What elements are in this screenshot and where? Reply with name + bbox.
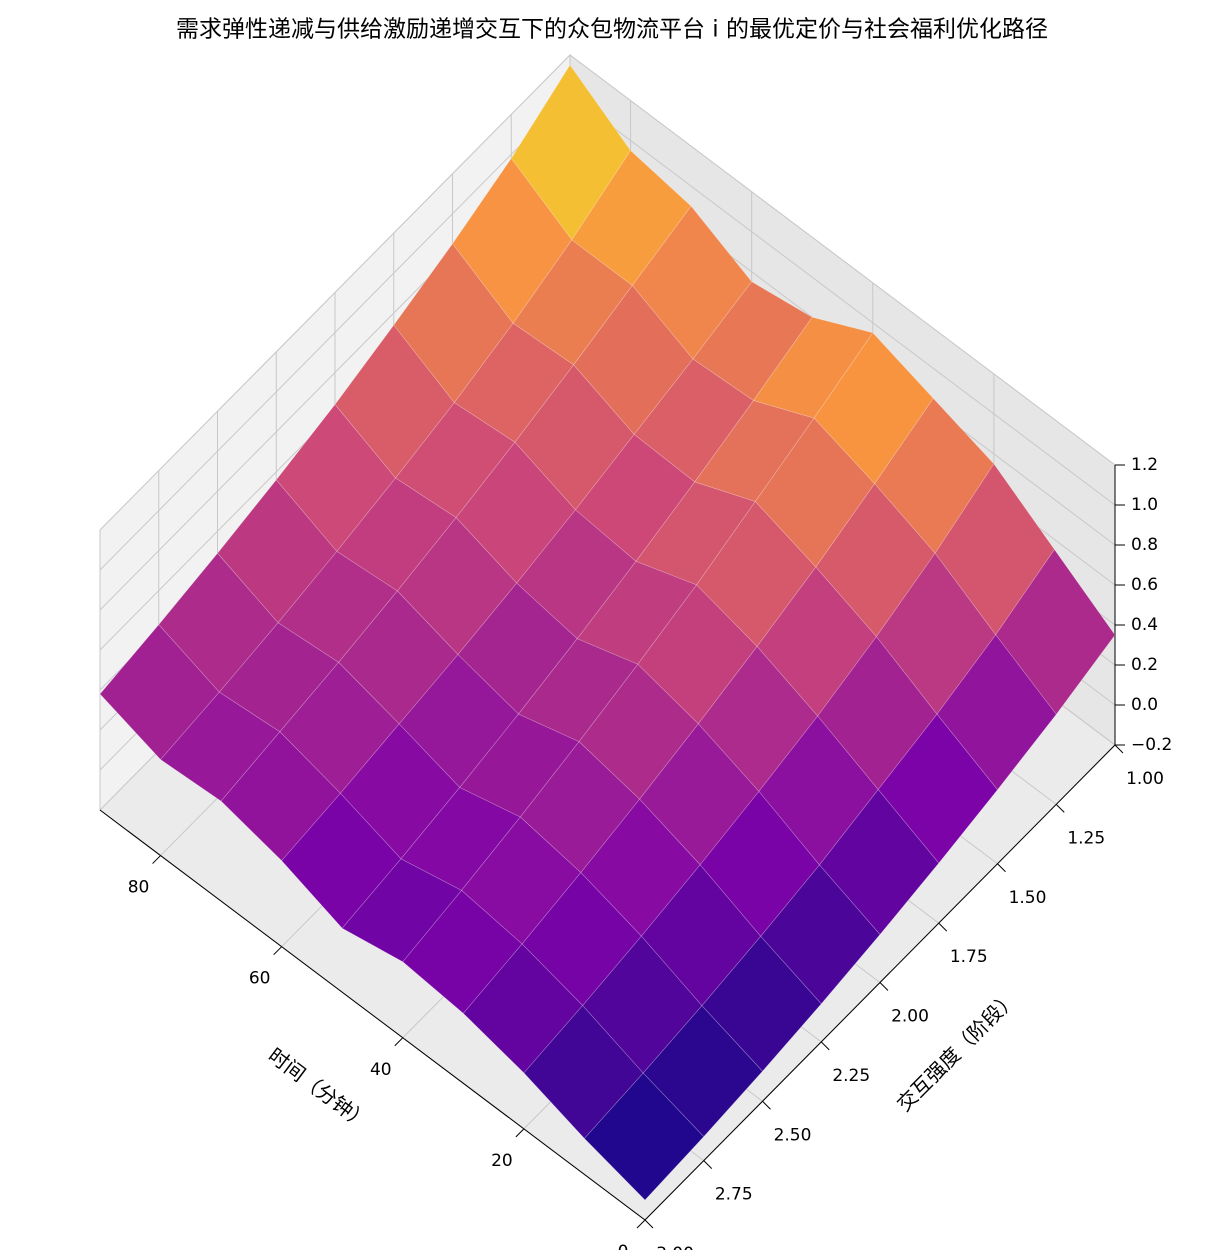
- grid-line: [99, 94, 571, 571]
- y-tick: [703, 1160, 713, 1169]
- x-tick-label: 80: [128, 878, 150, 898]
- z-tick-label: 0.8: [1131, 535, 1158, 555]
- y-tick: [1055, 804, 1065, 813]
- y-tick-label: 1.00: [1126, 769, 1164, 789]
- x-tick: [273, 946, 283, 956]
- x-axis-label: 时间（分钟）: [264, 1043, 374, 1134]
- z-tick-label: 0.6: [1131, 575, 1158, 595]
- chart-title: 需求弹性递减与供给激励递增交互下的众包物流平台 i 的最优定价与社会福利优化路径: [176, 17, 1048, 43]
- z-tick-label: −0.2: [1131, 735, 1172, 755]
- z-tick-label: 0.0: [1131, 695, 1158, 715]
- y-tick-label: 2.00: [891, 1007, 929, 1027]
- x-tick: [636, 1219, 646, 1229]
- grid-line: [99, 54, 571, 531]
- y-tick-label: 2.25: [832, 1066, 870, 1086]
- y-tick-label: 1.25: [1067, 828, 1105, 848]
- y-axis-label: 交互强度（阶段）: [892, 986, 1022, 1116]
- x-tick-label: 40: [370, 1060, 392, 1080]
- y-tick-label: 2.50: [774, 1125, 812, 1145]
- y-tick-label: 3.00: [656, 1244, 694, 1250]
- y-axis-line: [644, 744, 1116, 1221]
- x-tick: [152, 855, 161, 864]
- grid-line: [569, 94, 1116, 506]
- surface-cell: [160, 691, 281, 802]
- y-tick-label: 1.75: [950, 947, 988, 967]
- surface-cell: [341, 858, 462, 963]
- y-tick: [762, 1100, 771, 1110]
- grid-line: [569, 54, 1116, 466]
- y-tick-label: 2.75: [715, 1185, 753, 1205]
- x-tick-label: 0: [618, 1242, 629, 1250]
- surface-cell: [463, 943, 583, 1074]
- surface-cell: [584, 1072, 705, 1201]
- y-tick-label: 1.50: [1009, 888, 1047, 908]
- y-tick: [938, 922, 948, 932]
- y-tick: [997, 863, 1006, 873]
- x-tick: [394, 1037, 404, 1047]
- z-tick-label: 1.0: [1131, 495, 1158, 515]
- y-tick: [879, 982, 889, 991]
- x-axis-line: [99, 809, 646, 1221]
- y-tick: [820, 1041, 830, 1051]
- z-tick-label: 0.2: [1131, 655, 1158, 675]
- x-tick-label: 20: [491, 1151, 513, 1171]
- y-tick: [1114, 744, 1124, 754]
- y-tick: [644, 1219, 654, 1229]
- z-tick-label: 1.2: [1131, 455, 1158, 475]
- z-tick-label: 0.4: [1131, 615, 1158, 635]
- x-tick-label: 60: [249, 969, 271, 989]
- surface-cell: [402, 890, 523, 1014]
- x-tick: [515, 1128, 525, 1138]
